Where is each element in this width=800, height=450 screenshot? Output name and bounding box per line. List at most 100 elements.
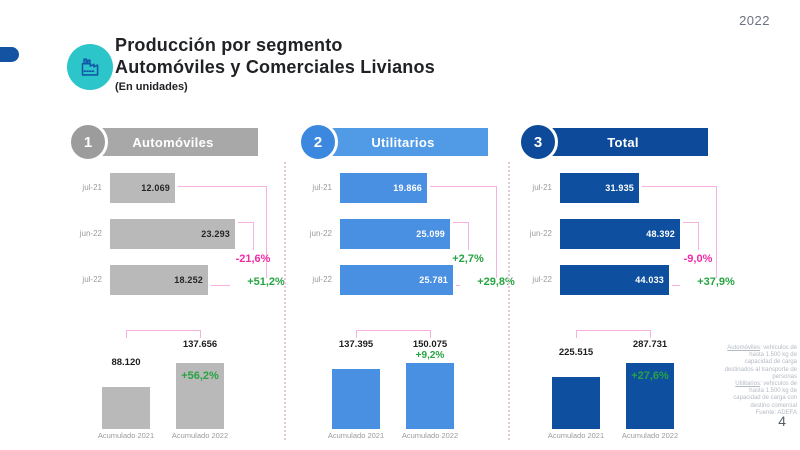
connector-line: [698, 222, 699, 250]
bar-value: 25.781: [419, 275, 448, 285]
bar-value: 18.252: [174, 275, 203, 285]
cumulative-value-2022: 287.731: [632, 339, 668, 350]
cumulative-value-2022: 137.656: [182, 339, 218, 350]
mom-change-label: +2,7%: [452, 253, 484, 265]
connector-line: [178, 186, 266, 187]
panel-number-badge: 1: [68, 122, 108, 162]
bracket-tick: [126, 330, 127, 338]
yoy-change-label: +51,2%: [247, 276, 285, 288]
panel-title: Automóviles: [88, 128, 258, 156]
mom-change-label: -21,6%: [235, 253, 271, 265]
bar-value: 48.392: [646, 229, 675, 239]
bar-category-label: jun-22: [79, 229, 102, 238]
monthly-bar-jul-21: 12.069: [110, 173, 175, 203]
bar-category-label: jul-22: [532, 275, 552, 284]
panel-divider-2: [508, 162, 510, 440]
panel-total: 3 Total jul-21 31.935 jun-22 48.392 jul-22 44.0…: [516, 114, 748, 446]
connector-line: [253, 222, 254, 250]
connector-line: [238, 222, 253, 223]
acumulado-2022-label: Acumulado 2022: [171, 431, 229, 440]
bracket: [126, 330, 200, 331]
bar-category-label: jun-22: [529, 229, 552, 238]
connector-line: [430, 186, 496, 187]
bracket-tick: [576, 330, 577, 338]
slide-header: Producción por segmento Automóviles y Co…: [115, 34, 435, 93]
acumulado-2022-label: Acumulado 2022: [401, 431, 459, 440]
panel-title: Utilitarios: [318, 128, 488, 156]
connector-line: [211, 285, 230, 286]
bar-value: 44.033: [635, 275, 664, 285]
cumulative-change-label: +9,2%: [415, 350, 445, 361]
panel-title: Total: [538, 128, 708, 156]
connector-line: [716, 186, 717, 278]
bracket-tick: [430, 330, 431, 338]
cumulative-value-2022: 150.075: [412, 339, 448, 350]
bracket: [576, 330, 650, 331]
connector-line: [456, 285, 460, 286]
page-number: 4: [778, 413, 786, 429]
acumulado-2022-label: Acumulado 2022: [621, 431, 679, 440]
monthly-bar-jul-21: 19.866: [340, 173, 427, 203]
cumulative-value-2021: 88.120: [111, 357, 141, 368]
monthly-bar-jul-21: 31.935: [560, 173, 639, 203]
connector-line: [453, 222, 468, 223]
bar-category-label: jul-22: [82, 275, 102, 284]
bracket-tick: [650, 330, 651, 338]
cumulative-value-2021: 137.395: [338, 339, 374, 350]
bracket-tick: [200, 330, 201, 338]
cumulative-column-2022: +27,6%: [626, 363, 674, 429]
cumulative-change-label: +27,6%: [631, 370, 669, 382]
cumulative-column-2022: [406, 363, 454, 429]
bar-value: 31.935: [605, 183, 634, 193]
connector-line: [496, 186, 497, 278]
footnote-definition-automoviles: Automóviles: vehículos de hasta 1.500 kg…: [724, 345, 797, 380]
panel-utilitarios: 2 Utilitarios jul-21 19.866 jun-22 25.099 jul-…: [296, 114, 528, 446]
bar-value: 12.069: [141, 183, 170, 193]
monthly-bar-jun-22: 23.293: [110, 219, 235, 249]
cumulative-column-2021: [102, 387, 150, 429]
page-subtitle: Automóviles y Comerciales Livianos: [115, 57, 435, 77]
monthly-bar-jul-22: 18.252: [110, 265, 208, 295]
cumulative-change-label: +56,2%: [181, 370, 219, 382]
cumulative-column-2021: [332, 369, 380, 429]
cumulative-column-2021: [552, 377, 600, 429]
connector-line: [642, 186, 716, 187]
mom-change-label: -9,0%: [683, 253, 713, 265]
bar-value: 19.866: [393, 183, 422, 193]
yoy-change-label: +29,8%: [477, 276, 515, 288]
acumulado-2021-label: Acumulado 2021: [97, 431, 155, 440]
connector-line: [683, 222, 698, 223]
monthly-bar-jul-22: 25.781: [340, 265, 453, 295]
footnote: Automóviles: vehículos de hasta 1.500 kg…: [723, 345, 797, 417]
bar-category-label: jun-22: [309, 229, 332, 238]
panel-number-badge: 2: [298, 122, 338, 162]
bar-category-label: jul-21: [82, 183, 102, 192]
factory-icon: [67, 44, 113, 90]
cumulative-column-2022: +56,2%: [176, 363, 224, 429]
units-note: (En unidades): [115, 81, 188, 93]
connector-line: [672, 285, 680, 286]
bar-value: 23.293: [201, 229, 230, 239]
panel-automoviles: 1 Automóviles jul-21 12.069 jun-22 23.293 jul-…: [66, 114, 298, 446]
footnote-definition-utilitarios: Utilitarios: vehículos de hasta 1.500 kg…: [733, 380, 797, 409]
acumulado-2021-label: Acumulado 2021: [547, 431, 605, 440]
monthly-bar-jun-22: 25.099: [340, 219, 450, 249]
year-label: 2022: [739, 13, 770, 28]
monthly-bar-jun-22: 48.392: [560, 219, 680, 249]
bar-value: 25.099: [416, 229, 445, 239]
bracket: [356, 330, 430, 331]
monthly-bar-jul-22: 44.033: [560, 265, 669, 295]
footnote-source: Fuente: ADEFA: [755, 409, 797, 416]
bracket-tick: [356, 330, 357, 338]
bar-category-label: jul-21: [312, 183, 332, 192]
cumulative-value-2021: 225.515: [558, 347, 594, 358]
panel-divider-1: [284, 162, 286, 440]
bar-category-label: jul-22: [312, 275, 332, 284]
connector-line: [266, 186, 267, 278]
page-title: Producción por segmento: [115, 35, 343, 55]
panel-number-badge: 3: [518, 122, 558, 162]
connector-line: [468, 222, 469, 250]
left-edge-accent: [0, 47, 19, 62]
yoy-change-label: +37,9%: [697, 276, 735, 288]
